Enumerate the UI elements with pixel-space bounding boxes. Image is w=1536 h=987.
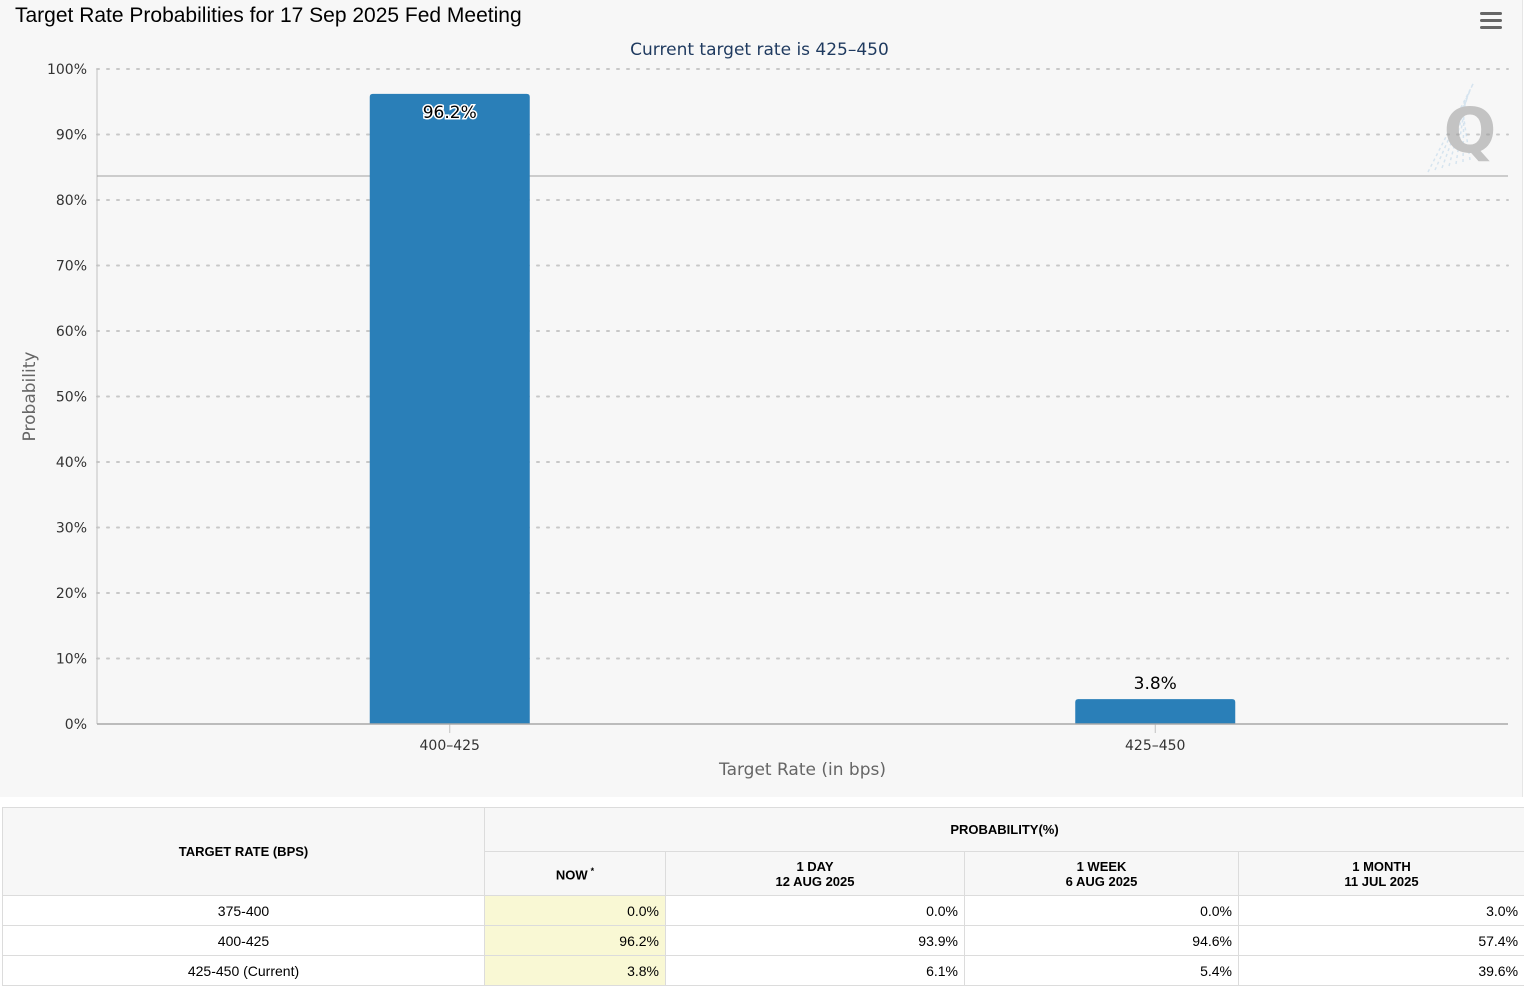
hamburger-menu-icon[interactable] [1478,10,1504,32]
rate-cell: 375-400 [2,895,485,926]
watermark-stripe [1427,81,1475,173]
y-tick-label: 70% [56,259,87,275]
col-1month-header: 1 MONTH 11 JUL 2025 [1237,851,1524,896]
probability-table-container: TARGET RATE (BPS) PROBABILITY(%) NOW * 1 … [2,807,1524,987]
month-cell: 3.0% [1237,895,1524,926]
watermark-stripe [1441,89,1471,169]
y-tick-label: 20% [56,586,87,602]
week-cell: 94.6% [964,925,1239,956]
table-row: 375-400 0.0% 0.0% 0.0% 3.0% [2,895,1524,926]
y-tick-label: 30% [56,521,87,537]
y-tick-label: 60% [56,324,87,340]
bar-chart: Current target rate is 425–450 0% 10% 20% 30… [20,40,1509,780]
col-now-label: NOW [555,867,588,883]
day-cell: 0.0% [665,895,965,926]
x-tick-label: 400–425 [420,738,480,754]
col-1week-label: 1 WEEK [1076,858,1127,874]
probability-table: TARGET RATE (BPS) PROBABILITY(%) NOW * 1 … [2,807,1524,986]
col-now-marker: * [590,866,595,877]
col-now-header: NOW * [484,851,666,896]
col-1day-date: 12 AUG 2025 [775,873,855,889]
x-tick-label: 425–450 [1125,738,1185,754]
now-cell: 3.8% [484,955,666,986]
watermark-stripe [1455,97,1467,165]
col-1month-label: 1 MONTH [1352,858,1411,874]
watermark-stripe [1462,101,1465,163]
col-1day-header: 1 DAY 12 AUG 2025 [665,851,965,896]
month-cell: 57.4% [1237,925,1524,956]
rate-cell: 400-425 [2,925,485,956]
rate-header: TARGET RATE (BPS) [2,807,485,896]
bar [369,93,530,724]
y-tick-label: 10% [56,652,87,668]
y-axis-label: Probability [20,352,40,442]
watermark-logo: Q [1427,81,1497,173]
data-label: 96.2% [423,103,477,123]
week-cell: 5.4% [964,955,1239,986]
table-row: 425-450 (Current) 3.8% 6.1% 5.4% 39.6% [2,955,1524,986]
col-1day-label: 1 DAY [796,858,834,874]
x-axis-label: Target Rate (in bps) [718,760,886,780]
chart-subtitle: Current target rate is 425–450 [630,40,889,60]
chart-panel: Target Rate Probabilities for 17 Sep 202… [15,0,1523,797]
probability-header: PROBABILITY(%) [483,807,1524,852]
y-tick-label: 0% [65,717,87,733]
now-cell: 0.0% [484,895,666,926]
col-1week-header: 1 WEEK 6 AUG 2025 [964,851,1239,896]
y-tick-label: 40% [56,455,87,471]
table-row: 400-425 96.2% 93.9% 94.6% 57.4% [2,925,1524,956]
bar [1075,699,1236,724]
rate-cell: 425-450 (Current) [2,955,485,986]
now-cell: 96.2% [484,925,666,956]
y-tick-label: 90% [56,128,87,144]
y-tick-label: 100% [47,62,87,78]
day-cell: 93.9% [665,925,965,956]
watermark-stripe [1448,93,1469,167]
day-cell: 6.1% [665,955,965,986]
watermark-letter: Q [1444,94,1497,167]
y-tick-label: 80% [56,193,87,209]
y-tick-label: 50% [56,390,87,406]
month-cell: 39.6% [1237,955,1524,986]
data-label: 3.8% [1134,674,1177,694]
col-1month-date: 11 JUL 2025 [1344,873,1419,889]
col-1week-date: 6 AUG 2025 [1065,873,1138,889]
chart-title: Target Rate Probabilities for 17 Sep 202… [15,4,522,27]
week-cell: 0.0% [964,895,1239,926]
